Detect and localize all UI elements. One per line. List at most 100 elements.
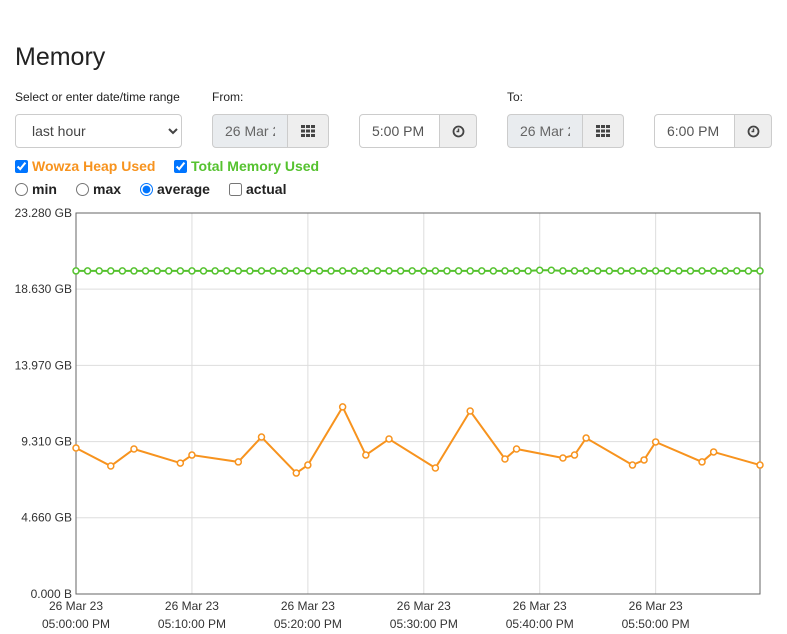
x-tick-label: 26 Mar 23 [165, 599, 219, 613]
point-marker [744, 267, 753, 275]
to-date-button[interactable] [583, 114, 624, 148]
point-marker [338, 403, 347, 411]
point-marker [640, 456, 648, 464]
x-tick-label: 05:00:00 PM [42, 617, 110, 631]
point-marker [350, 267, 358, 275]
option-label: max [93, 181, 122, 197]
point-marker [582, 434, 590, 442]
actual-option[interactable]: actual [229, 181, 286, 197]
x-tick-label: 26 Mar 23 [513, 599, 567, 613]
point-marker [141, 267, 150, 275]
point-marker [663, 267, 672, 275]
point-marker [721, 267, 729, 275]
point-marker [176, 459, 185, 467]
range-select[interactable]: last hour [15, 114, 182, 148]
y-tick-label: 13.970 GB [15, 358, 72, 372]
point-marker [396, 267, 405, 275]
range-label: Select or enter date/time range [15, 90, 180, 104]
legend-item[interactable]: Wowza Heap Used [15, 158, 155, 174]
point-marker [512, 267, 521, 275]
point-marker [628, 267, 637, 275]
point-marker [454, 267, 463, 275]
point-marker [338, 267, 347, 275]
point-marker [709, 448, 718, 456]
point-marker [466, 407, 474, 415]
point-marker [478, 267, 486, 275]
point-marker [257, 433, 266, 441]
point-marker [188, 451, 196, 459]
point-marker [362, 451, 370, 459]
to-date [507, 114, 583, 148]
checkbox[interactable] [174, 159, 187, 173]
point-marker [535, 266, 544, 275]
point-marker [686, 267, 695, 275]
clock-icon [452, 125, 464, 137]
radio[interactable] [140, 182, 153, 196]
to-label: To: [507, 90, 524, 104]
point-marker [130, 445, 138, 453]
point-marker [327, 267, 335, 275]
point-marker [617, 267, 625, 275]
point-marker [95, 267, 103, 275]
point-marker [211, 267, 219, 275]
point-marker [698, 458, 706, 466]
x-tick-label: 05:10:00 PM [158, 617, 226, 631]
point-marker [582, 267, 590, 275]
legend-label: Wowza Heap Used [32, 158, 156, 174]
radio[interactable] [76, 182, 89, 196]
legend-label: Total Memory Used [191, 158, 320, 174]
point-marker [234, 458, 243, 466]
x-tick-label: 05:20:00 PM [274, 617, 342, 631]
x-tick-label: 26 Mar 23 [397, 599, 451, 613]
point-marker [466, 267, 474, 275]
calendar-icon [301, 125, 315, 137]
point-marker [257, 267, 266, 275]
checkbox[interactable] [15, 159, 28, 173]
point-marker [234, 267, 243, 275]
point-marker [362, 267, 370, 275]
point-marker [72, 267, 80, 275]
average-option[interactable]: average [140, 181, 210, 197]
point-marker [489, 267, 498, 275]
to-time[interactable] [654, 114, 735, 148]
point-marker [640, 267, 648, 275]
point-marker [188, 267, 196, 275]
y-tick-label: 4.660 GB [21, 511, 72, 525]
point-marker [628, 461, 637, 469]
x-tick-label: 05:30:00 PM [390, 617, 458, 631]
checkbox[interactable] [229, 182, 242, 196]
point-marker [431, 464, 440, 472]
point-marker [524, 267, 532, 275]
y-tick-label: 23.280 GB [15, 206, 72, 220]
point-marker [153, 267, 161, 275]
point-marker [130, 267, 138, 275]
point-marker [431, 267, 440, 275]
point-marker [107, 462, 115, 470]
x-tick-label: 05:50:00 PM [622, 617, 690, 631]
point-marker [443, 267, 451, 275]
chart: 0.000 B 4.660 GB 9.310 GB 13.970 GB 18.630 G… [15, 206, 764, 631]
point-marker [385, 435, 393, 443]
point-marker [199, 267, 208, 275]
to-time-button[interactable] [735, 114, 772, 148]
radio[interactable] [15, 182, 28, 196]
from-time[interactable] [359, 114, 440, 148]
max-option[interactable]: max [76, 181, 121, 197]
point-marker [593, 267, 602, 275]
from-date-button[interactable] [288, 114, 329, 148]
legend-item[interactable]: Total Memory Used [174, 158, 319, 174]
x-tick-label: 26 Mar 23 [281, 599, 335, 613]
point-marker [408, 267, 416, 275]
y-tick-label: 18.630 GB [15, 282, 72, 296]
point-marker [651, 438, 660, 446]
point-marker [570, 451, 579, 459]
point-marker [559, 267, 567, 275]
x-tick-label: 05:40:00 PM [506, 617, 574, 631]
point-marker [164, 267, 173, 275]
min-option[interactable]: min [15, 181, 57, 197]
from-time-button[interactable] [440, 114, 477, 148]
point-marker [385, 267, 393, 275]
point-marker [118, 267, 127, 275]
clock-icon [747, 125, 759, 137]
